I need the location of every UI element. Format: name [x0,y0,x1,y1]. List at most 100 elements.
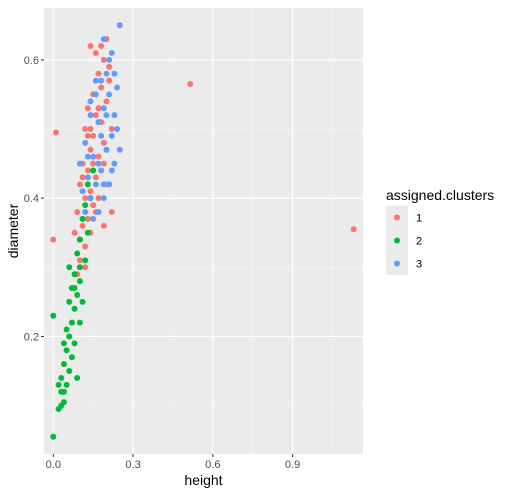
data-point-cluster-2 [71,340,78,347]
data-point-cluster-3 [87,112,94,119]
data-point-cluster-2 [63,381,70,388]
x-axis-ticks: 0.0 0.3 0.6 0.9 [46,454,300,471]
data-point-cluster-3 [98,167,105,174]
data-point-cluster-1 [82,264,89,271]
data-point-cluster-3 [108,49,115,56]
minor-gridlines [44,8,363,454]
legend-label-3: 3 [416,259,422,271]
major-gridlines [44,8,363,454]
data-point-cluster-2 [79,215,86,222]
x-tick-label: 0.3 [125,459,140,471]
legend-title: assigned.clusters [386,187,494,203]
data-point-cluster-2 [50,433,57,440]
legend-key-3 [394,260,400,267]
data-point-cluster-3 [84,174,91,181]
data-point-cluster-2 [58,402,65,409]
data-point-cluster-3 [106,181,113,188]
data-point-cluster-1 [50,236,57,243]
data-point-cluster-2 [63,326,70,333]
data-point-cluster-1 [71,229,78,236]
data-point-cluster-1 [187,81,194,88]
data-point-cluster-1 [84,167,91,174]
data-point-cluster-3 [90,153,97,160]
data-point-cluster-3 [82,139,89,146]
data-point-cluster-1 [79,222,86,229]
data-point-cluster-1 [100,139,107,146]
data-point-cluster-1 [108,208,115,215]
data-point-cluster-3 [106,56,113,63]
legend-key-2 [394,237,400,244]
data-point-cluster-1 [84,105,91,112]
data-point-cluster-1 [84,215,91,222]
data-point-cluster-1 [95,70,102,77]
data-point-cluster-2 [76,319,83,326]
data-point-cluster-3 [84,153,91,160]
data-point-cluster-1 [79,174,86,181]
data-point-cluster-2 [74,250,81,257]
data-point-cluster-3 [100,36,107,43]
data-point-cluster-1 [82,243,89,250]
y-tick-label: 0.4 [24,193,39,205]
data-point-cluster-1 [106,77,113,84]
data-point-cluster-3 [95,208,102,215]
data-point-cluster-3 [111,70,118,77]
data-point-cluster-2 [66,298,73,305]
data-point-cluster-3 [108,132,115,139]
data-point-cluster-2 [60,361,67,368]
legend-label-1: 1 [416,213,422,225]
data-point-cluster-3 [90,215,97,222]
x-tick-label: 0.0 [46,459,61,471]
data-point-cluster-3 [100,195,107,202]
data-point-cluster-2 [60,340,67,347]
data-point-cluster-1 [350,226,357,233]
data-point-cluster-3 [116,146,123,153]
data-point-cluster-3 [116,22,123,29]
data-point-cluster-1 [76,257,83,264]
data-point-cluster-2 [55,381,62,388]
data-point-cluster-2 [90,167,97,174]
data-point-cluster-3 [87,195,94,202]
y-axis-title: diameter [5,203,21,258]
data-point-cluster-3 [103,146,110,153]
data-points [50,22,357,440]
data-point-cluster-2 [76,236,83,243]
data-point-cluster-1 [87,188,94,195]
data-point-cluster-3 [79,188,86,195]
data-point-cluster-3 [114,126,121,133]
data-point-cluster-2 [71,271,78,278]
data-point-cluster-1 [76,181,83,188]
data-point-cluster-3 [95,160,102,167]
data-point-cluster-2 [71,285,78,292]
data-point-cluster-3 [103,112,110,119]
data-point-cluster-3 [98,77,105,84]
data-point-cluster-1 [90,132,97,139]
x-axis-title: height [184,472,222,488]
data-point-cluster-1 [108,126,115,133]
data-point-cluster-2 [66,264,73,271]
data-point-cluster-3 [87,98,94,105]
data-point-cluster-1 [82,195,89,202]
data-point-cluster-1 [95,195,102,202]
data-point-cluster-3 [92,77,99,84]
data-point-cluster-2 [71,305,78,312]
legend-entries: 1 2 3 [386,206,422,275]
data-point-cluster-1 [95,105,102,112]
data-point-cluster-2 [74,374,81,381]
data-point-cluster-1 [87,43,94,50]
data-point-cluster-1 [92,174,99,181]
data-point-cluster-3 [95,119,102,126]
data-point-cluster-3 [92,91,99,98]
data-point-cluster-3 [92,181,99,188]
data-point-cluster-1 [84,132,91,139]
y-tick-label: 0.6 [24,55,39,67]
x-tick-label: 0.9 [285,459,300,471]
data-point-cluster-1 [100,222,107,229]
data-point-cluster-1 [87,126,94,133]
data-point-cluster-3 [100,181,107,188]
data-point-cluster-2 [82,257,89,264]
data-point-cluster-1 [87,146,94,153]
data-point-cluster-3 [111,160,118,167]
data-point-cluster-2 [63,347,70,354]
data-point-cluster-2 [79,298,86,305]
